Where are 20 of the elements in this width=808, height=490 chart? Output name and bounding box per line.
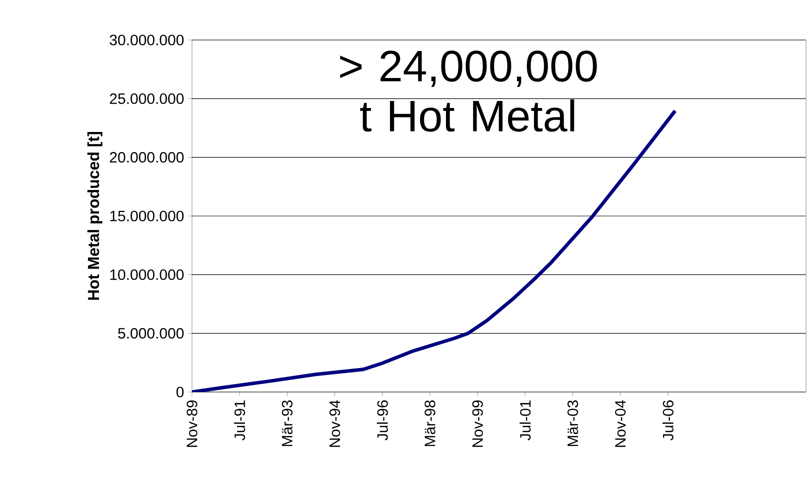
y-tick-label: 25.000.000 [110, 93, 184, 104]
x-tick-label: Jul-06 [662, 400, 674, 440]
y-tick-label: 10.000.000 [110, 269, 184, 280]
x-tick-label: Nov-89 [186, 400, 198, 447]
y-tick-label: 15.000.000 [110, 210, 184, 222]
x-tick-label: Jul-96 [376, 400, 388, 440]
x-tick-label: Mär-03 [567, 400, 578, 446]
annotation: > 24,000,000 t Hot Metal [340, 50, 597, 132]
y-tick-label: 0 [176, 386, 184, 398]
x-tick-label: Nov-04 [615, 400, 626, 447]
x-tick-label: Mär-93 [282, 400, 292, 446]
x-tick-label: Mär-98 [424, 400, 436, 446]
x-tick-label: Nov-94 [329, 400, 340, 447]
x-tick-label: Jul-91 [234, 400, 246, 440]
y-tick-label: 20.000.000 [110, 152, 184, 163]
y-tick-label: 5.000.000 [118, 328, 184, 339]
y-tick-label: 30.000.000 [110, 34, 184, 46]
x-tick-label: Jul-01 [520, 400, 531, 440]
x-tick-label: Nov-99 [472, 400, 483, 447]
y-axis-title: Hot Metal produced [t] [87, 132, 102, 300]
